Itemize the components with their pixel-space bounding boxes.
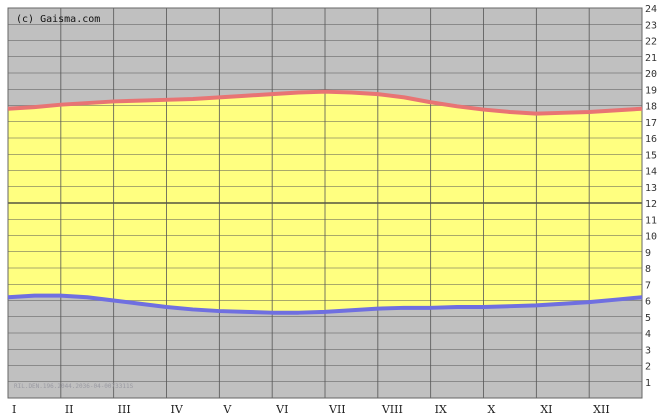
y-tick-label: 5 (645, 313, 651, 324)
x-tick-label: XI (540, 403, 552, 416)
y-tick-label: 1 (645, 378, 651, 389)
y-tick-label: 7 (645, 280, 651, 291)
y-tick-label: 2 (645, 362, 651, 373)
y-tick-label: 22 (645, 37, 657, 48)
y-tick-label: 20 (645, 69, 657, 80)
footer-text: RIL.DEN.196.2044.2036-04-0073311S (14, 383, 134, 390)
y-tick-label: 18 (645, 102, 657, 113)
y-tick-label: 6 (645, 297, 651, 308)
plot-border (7, 7, 643, 399)
x-tick-label: X (488, 403, 496, 416)
y-tick-label: 13 (645, 183, 657, 194)
y-tick-label: 23 (645, 20, 657, 31)
x-tick-label: IX (435, 403, 447, 416)
y-tick-label: 19 (645, 85, 657, 96)
x-tick-label: VI (275, 403, 288, 416)
y-tick-label: 9 (645, 248, 651, 259)
x-tick-label: IV (171, 403, 184, 416)
y-tick-label: 16 (645, 134, 657, 145)
y-tick-label: 21 (645, 53, 657, 64)
x-tick-label: VII (328, 403, 346, 416)
y-tick-label: 10 (645, 232, 657, 243)
sunrise-line (7, 293, 643, 315)
y-tick-label: 3 (645, 345, 651, 356)
watermark: (c) Gaisma.com (16, 14, 100, 25)
y-tick-label: 11 (645, 215, 657, 226)
x-tick-label: XII (593, 403, 610, 416)
y-tick-label: 14 (645, 167, 657, 178)
y-tick-label: 8 (645, 264, 651, 275)
sunset-line (7, 89, 643, 116)
y-tick-label: 4 (645, 329, 651, 340)
y-tick-label: 24 (645, 4, 657, 15)
x-tick-label: I (12, 403, 16, 416)
x-tick-label: II (65, 403, 74, 416)
x-tick-label: VIII (381, 403, 403, 416)
x-tick-label: V (222, 403, 232, 416)
x-tick-label: III (118, 403, 131, 416)
y-tick-label: 12 (645, 199, 657, 210)
y-tick-label: 15 (645, 150, 657, 161)
y-tick-label: 17 (645, 118, 657, 129)
